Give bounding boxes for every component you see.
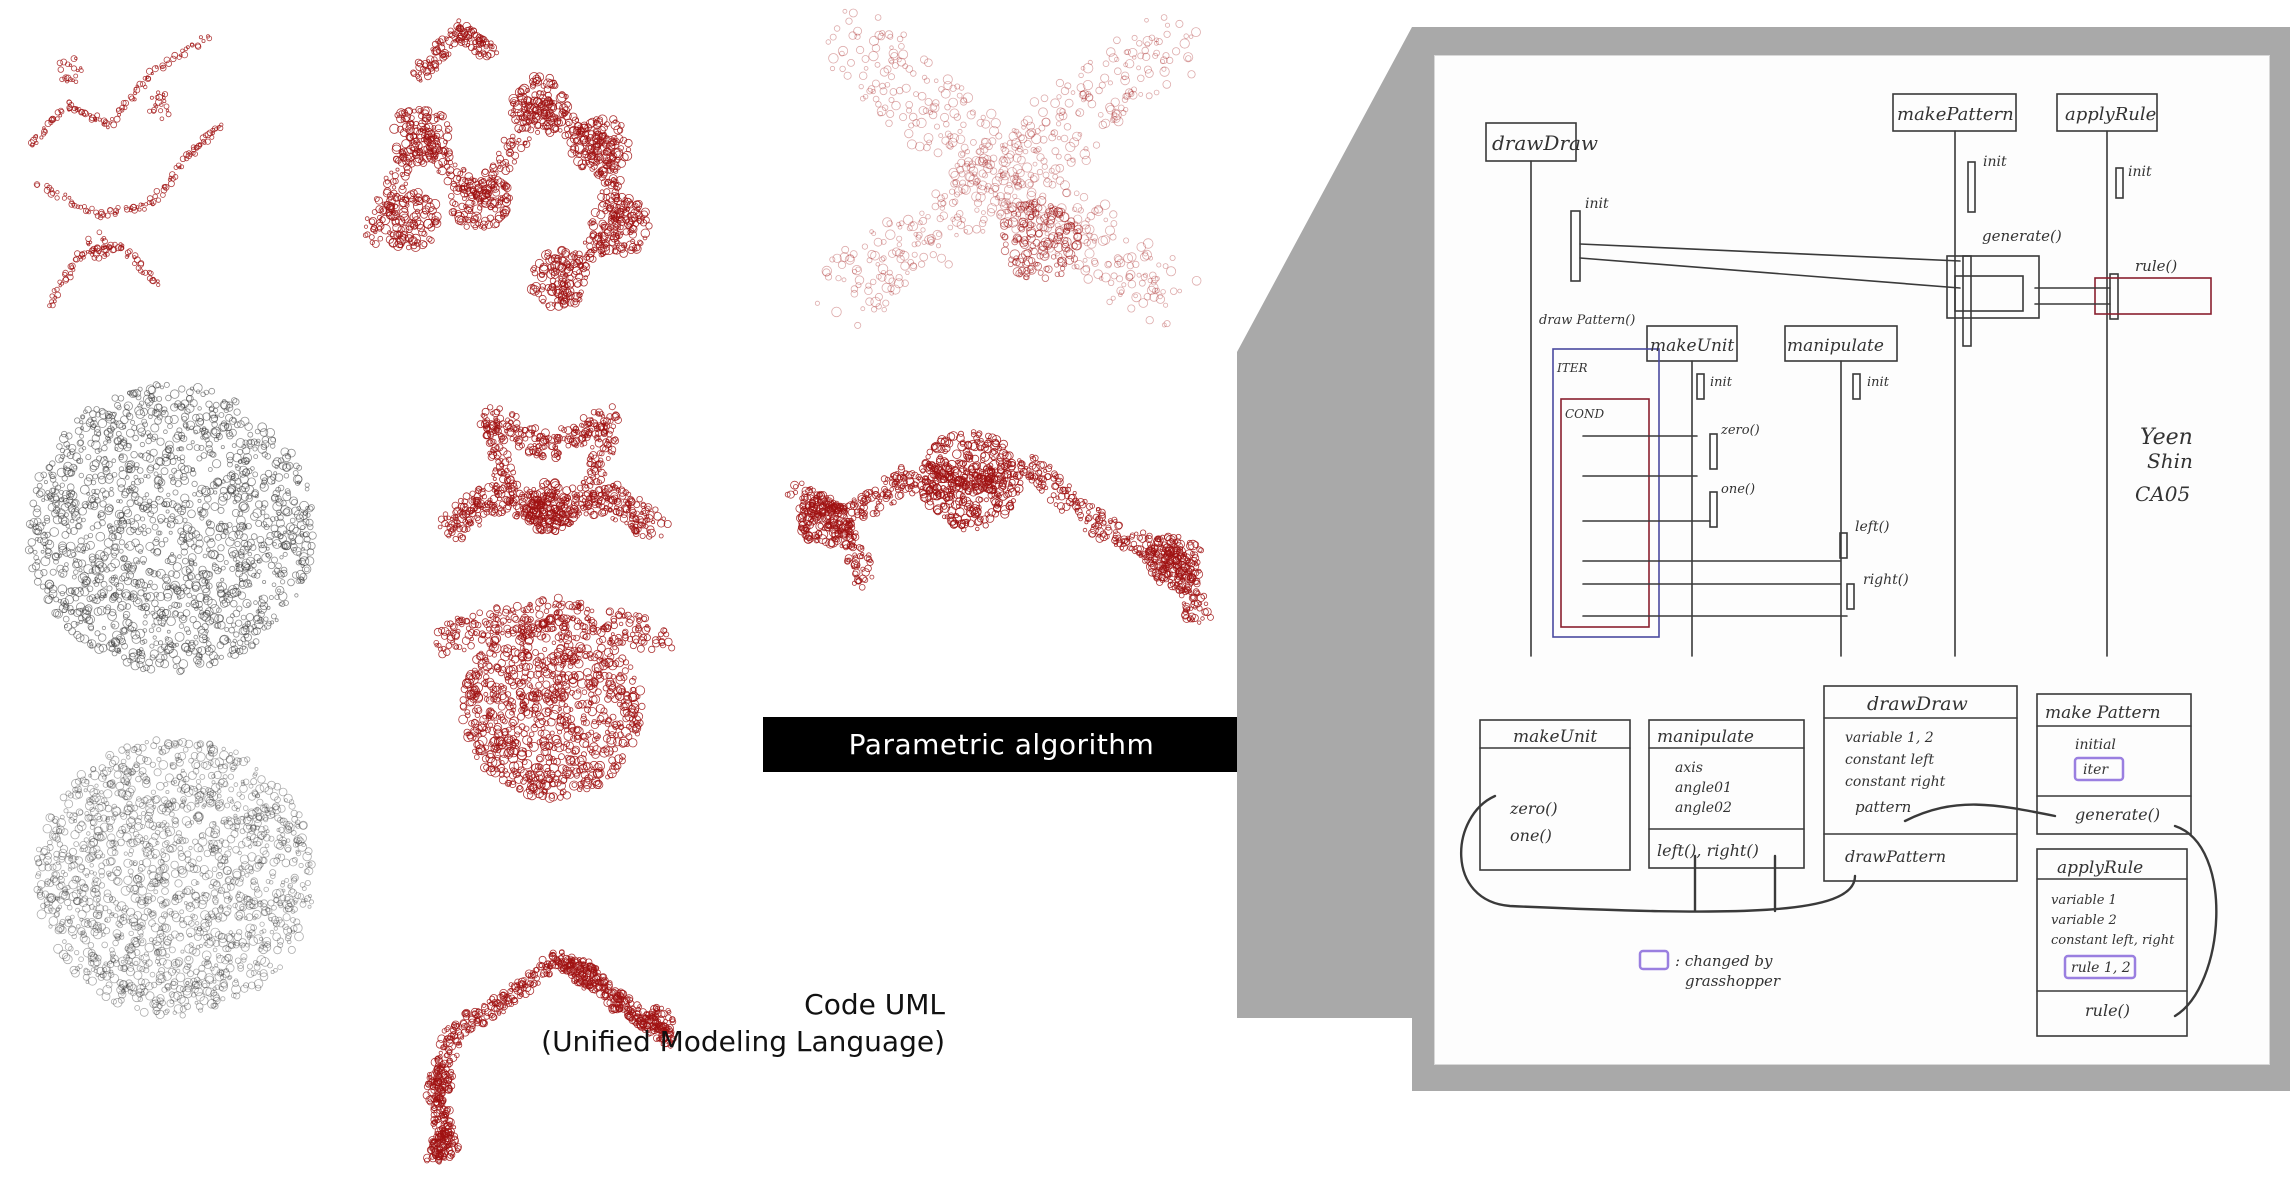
class-drawdraw-attr-1: variable 1, 2	[1845, 730, 1934, 746]
fractal-wing-shape	[784, 429, 1214, 625]
caption-line-1: Code UML	[804, 988, 945, 1021]
class-box-makepattern	[2036, 693, 2192, 835]
class-makeunit-method-2: one()	[1510, 826, 1552, 845]
seq-rule: rule()	[2135, 257, 2177, 275]
class-manipulate-attr-3: angle02	[1675, 800, 1732, 816]
legend-line-2: grasshopper	[1685, 972, 1781, 990]
seq-cond: COND	[1565, 407, 1605, 421]
fractal-gray-mandala	[24, 381, 317, 676]
fractal-skull-mask	[433, 403, 676, 803]
class-applyrule-attr-4: rule 1, 2	[2071, 960, 2131, 976]
lifeline-label-drawdraw: drawDraw	[1492, 131, 1598, 155]
class-drawdraw-name: drawDraw	[1867, 693, 1968, 715]
class-applyrule-name: applyRule	[2057, 858, 2143, 878]
class-makepattern-attr-1: initial	[2075, 737, 2116, 753]
fractal-dragon-top-middle	[362, 18, 653, 312]
class-box-applyrule	[2036, 848, 2188, 1037]
lifeline-label-makeunit: makeUnit	[1650, 336, 1734, 356]
class-makepattern-name: make Pattern	[2045, 703, 2161, 723]
class-applyrule-methods: rule()	[2085, 1001, 2130, 1020]
uml-sketch-paper: drawDraw makePattern applyRule makeUnit …	[1434, 55, 2270, 1065]
seq-zero: zero()	[1720, 423, 1760, 438]
class-drawdraw-attr-3: constant right	[1845, 774, 1946, 790]
code-uml-caption: Code UML (Unified Modeling Language)	[541, 986, 945, 1060]
seq-init-applyrule: init	[2128, 164, 2152, 180]
class-applyrule-attr-3: constant left, right	[2051, 933, 2175, 948]
lifeline-label-makepattern: makePattern	[1897, 104, 2014, 125]
class-applyrule-attr-1: variable 1	[2051, 893, 2117, 908]
class-drawdraw-attr-2: constant left	[1845, 752, 1934, 768]
seq-left: left()	[1855, 519, 1890, 535]
seq-init-manipulate: init	[1867, 375, 1890, 390]
class-applyrule-attr-2: variable 2	[2051, 913, 2117, 928]
fractal-x-shape-top-right	[814, 8, 1202, 329]
seq-one: one()	[1721, 482, 1755, 497]
class-makeunit-name: makeUnit	[1513, 727, 1597, 747]
seq-init-makepattern: init	[1983, 154, 2007, 170]
class-drawdraw-methods: drawPattern	[1845, 847, 1946, 866]
lifeline-label-applyrule: applyRule	[2065, 104, 2156, 125]
lifeline-label-manipulate: manipulate	[1787, 336, 1884, 356]
seq-init-drawdraw: init	[1585, 196, 1609, 212]
seq-draw-pattern: draw Pattern()	[1539, 313, 1635, 328]
seq-iter: ITER	[1556, 361, 1588, 375]
class-makepattern-methods: generate()	[2075, 805, 2160, 824]
fractal-sketch-top-left	[27, 34, 224, 309]
seq-generate: generate()	[1982, 227, 2062, 245]
fractal-chain-bottom	[422, 949, 677, 1165]
seq-right: right()	[1863, 572, 1909, 588]
class-manipulate-name: manipulate	[1657, 727, 1754, 747]
parametric-algorithm-banner: Parametric algorithm	[763, 717, 1240, 772]
class-makepattern-attr-2: iter	[2083, 762, 2109, 778]
fractal-gray-cluster	[33, 736, 316, 1019]
class-manipulate-attr-2: angle01	[1675, 780, 1732, 796]
class-manipulate-attr-1: axis	[1675, 760, 1703, 776]
class-box-manipulate	[1648, 719, 1805, 869]
author-line-3: CA05	[2135, 482, 2190, 506]
caption-line-2: (Unified Modeling Language)	[541, 1025, 945, 1058]
class-box-drawdraw	[1823, 685, 2018, 882]
class-drawdraw-attr-4: pattern	[1855, 798, 1911, 816]
author-line-1: Yeen	[2140, 425, 2193, 450]
uml-sketch: drawDraw makePattern applyRule makeUnit …	[1459, 93, 2218, 1037]
class-manipulate-methods: left(), right()	[1657, 841, 1759, 860]
class-box-makeunit	[1479, 719, 1631, 871]
class-makeunit-method-1: zero()	[1509, 799, 1558, 818]
caption-arrow-icon	[1349, 989, 1362, 1013]
legend-line-1: : changed by	[1675, 952, 1773, 970]
seq-init-makeunit: init	[1710, 375, 1733, 390]
banner-label: Parametric algorithm	[848, 728, 1155, 761]
author-line-2: Shin	[2147, 449, 2193, 473]
